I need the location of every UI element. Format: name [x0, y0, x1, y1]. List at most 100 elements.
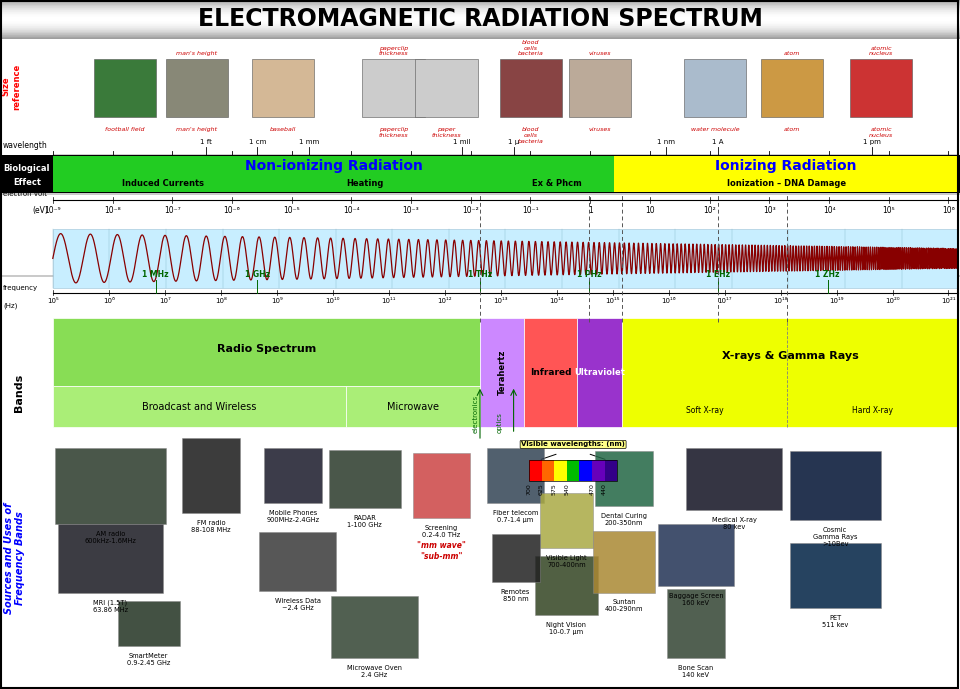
Text: 10⁻¹: 10⁻¹: [283, 162, 300, 171]
Bar: [789, 543, 881, 608]
Text: 1 nm: 1 nm: [658, 139, 675, 145]
Text: 10¹⁵: 10¹⁵: [606, 298, 620, 304]
Text: 1 μ: 1 μ: [508, 139, 519, 145]
Text: 10⁻⁵: 10⁻⁵: [283, 205, 300, 214]
Bar: [851, 59, 913, 117]
Bar: [487, 448, 544, 503]
Text: 10⁵: 10⁵: [882, 205, 895, 214]
Bar: [667, 589, 725, 658]
Text: 10²¹: 10²¹: [941, 298, 956, 304]
Text: Medical X-ray
80 kev: Medical X-ray 80 kev: [712, 517, 756, 530]
Text: 10⁻⁹: 10⁻⁹: [761, 162, 778, 171]
Bar: [415, 59, 478, 117]
Bar: [264, 448, 322, 503]
Text: 1 mil: 1 mil: [453, 139, 470, 145]
Text: "mm wave"
"sub-mm": "mm wave" "sub-mm": [418, 542, 466, 561]
Bar: [480, 318, 524, 427]
Text: FM radio
88-108 MHz: FM radio 88-108 MHz: [191, 520, 231, 533]
Text: 10⁶: 10⁶: [103, 298, 114, 304]
Bar: [540, 493, 593, 548]
Text: football field: football field: [105, 127, 145, 132]
Bar: [0, 155, 960, 193]
Text: 10¹⁰: 10¹⁰: [325, 298, 340, 304]
Text: 1 PHz: 1 PHz: [577, 270, 602, 279]
Bar: [658, 524, 734, 586]
Bar: [554, 460, 566, 481]
Text: 1 cm: 1 cm: [249, 139, 266, 145]
Text: (eV): (eV): [32, 205, 48, 214]
Text: MRI (1.5T)
63.86 MHz: MRI (1.5T) 63.86 MHz: [93, 599, 128, 613]
Bar: [165, 59, 228, 117]
Text: paperclip
thickness: paperclip thickness: [379, 45, 408, 56]
Bar: [592, 460, 605, 481]
Bar: [614, 156, 958, 192]
Text: viruses: viruses: [588, 127, 612, 132]
Bar: [595, 451, 653, 506]
Text: 470: 470: [589, 483, 594, 495]
Bar: [622, 318, 958, 427]
Text: 10²: 10²: [107, 162, 119, 171]
Text: 1 mm: 1 mm: [299, 139, 320, 145]
Text: 10³: 10³: [46, 162, 60, 171]
Bar: [328, 449, 401, 508]
Bar: [53, 386, 346, 427]
Bar: [117, 601, 180, 646]
Bar: [413, 453, 470, 518]
Text: 10⁹: 10⁹: [271, 298, 282, 304]
Text: 10⁻⁸: 10⁻⁸: [702, 162, 718, 171]
Text: 10⁻³: 10⁻³: [402, 162, 420, 171]
Text: 1 THz: 1 THz: [468, 270, 492, 279]
Bar: [541, 460, 554, 481]
Text: 10²: 10²: [704, 205, 716, 214]
Bar: [53, 156, 614, 192]
Text: 10³: 10³: [763, 205, 776, 214]
Text: RADAR
1-100 GHz: RADAR 1-100 GHz: [348, 515, 382, 528]
Text: 10¹⁶: 10¹⁶: [661, 298, 676, 304]
Text: Infrared: Infrared: [530, 368, 571, 378]
Text: Induced Currents: Induced Currents: [122, 179, 204, 188]
Text: Visible Light
700-400nm: Visible Light 700-400nm: [546, 555, 587, 568]
Text: 1 A: 1 A: [712, 139, 724, 145]
Text: baseball: baseball: [270, 127, 297, 132]
Text: 10¹²: 10¹²: [438, 298, 452, 304]
Bar: [760, 59, 823, 117]
Text: paperclip
thickness: paperclip thickness: [379, 127, 408, 138]
Text: Visible wavelengths: (nm): Visible wavelengths: (nm): [521, 442, 625, 447]
Text: 10⁻⁴: 10⁻⁴: [343, 205, 360, 214]
Text: Non-ionizing Radiation: Non-ionizing Radiation: [245, 158, 422, 173]
Bar: [58, 524, 163, 593]
Text: 10⁻⁵: 10⁻⁵: [522, 162, 539, 171]
Bar: [577, 318, 622, 427]
Text: 1 ZHz: 1 ZHz: [815, 270, 840, 279]
Text: wavelength: wavelength: [3, 141, 48, 150]
Text: 10⁻⁶: 10⁻⁶: [224, 205, 240, 214]
Text: man's height: man's height: [177, 52, 217, 56]
Text: Night Vision
10-0.7 μm: Night Vision 10-0.7 μm: [546, 621, 587, 635]
Bar: [580, 460, 592, 481]
Bar: [492, 534, 540, 582]
Text: 10⁵: 10⁵: [47, 298, 59, 304]
Text: 10⁻¹: 10⁻¹: [522, 205, 539, 214]
Text: Bands: Bands: [14, 374, 24, 412]
Text: 1: 1: [588, 205, 592, 214]
Text: atomic
nucleus: atomic nucleus: [869, 127, 894, 138]
Bar: [0, 427, 960, 689]
Bar: [53, 318, 480, 386]
Text: 10⁻⁷: 10⁻⁷: [641, 162, 659, 171]
Text: 10⁷: 10⁷: [159, 298, 171, 304]
Bar: [0, 39, 960, 134]
Text: 10¹⁴: 10¹⁴: [549, 298, 564, 304]
Bar: [259, 532, 336, 591]
Text: Screening
0.2-4.0 THz: Screening 0.2-4.0 THz: [422, 525, 461, 538]
Bar: [536, 557, 598, 615]
Text: Sources and Uses of
Frequency Bands: Sources and Uses of Frequency Bands: [4, 502, 25, 614]
Text: frequency: frequency: [3, 285, 38, 291]
Text: 10¹⁷: 10¹⁷: [717, 298, 732, 304]
Text: 10²⁰: 10²⁰: [885, 298, 900, 304]
Bar: [362, 59, 424, 117]
Text: Radio Spectrum: Radio Spectrum: [217, 344, 316, 353]
Text: 540: 540: [564, 483, 569, 495]
Text: Bone Scan
140 keV: Bone Scan 140 keV: [679, 665, 713, 678]
Text: (Hz): (Hz): [3, 303, 17, 309]
Bar: [593, 531, 656, 593]
